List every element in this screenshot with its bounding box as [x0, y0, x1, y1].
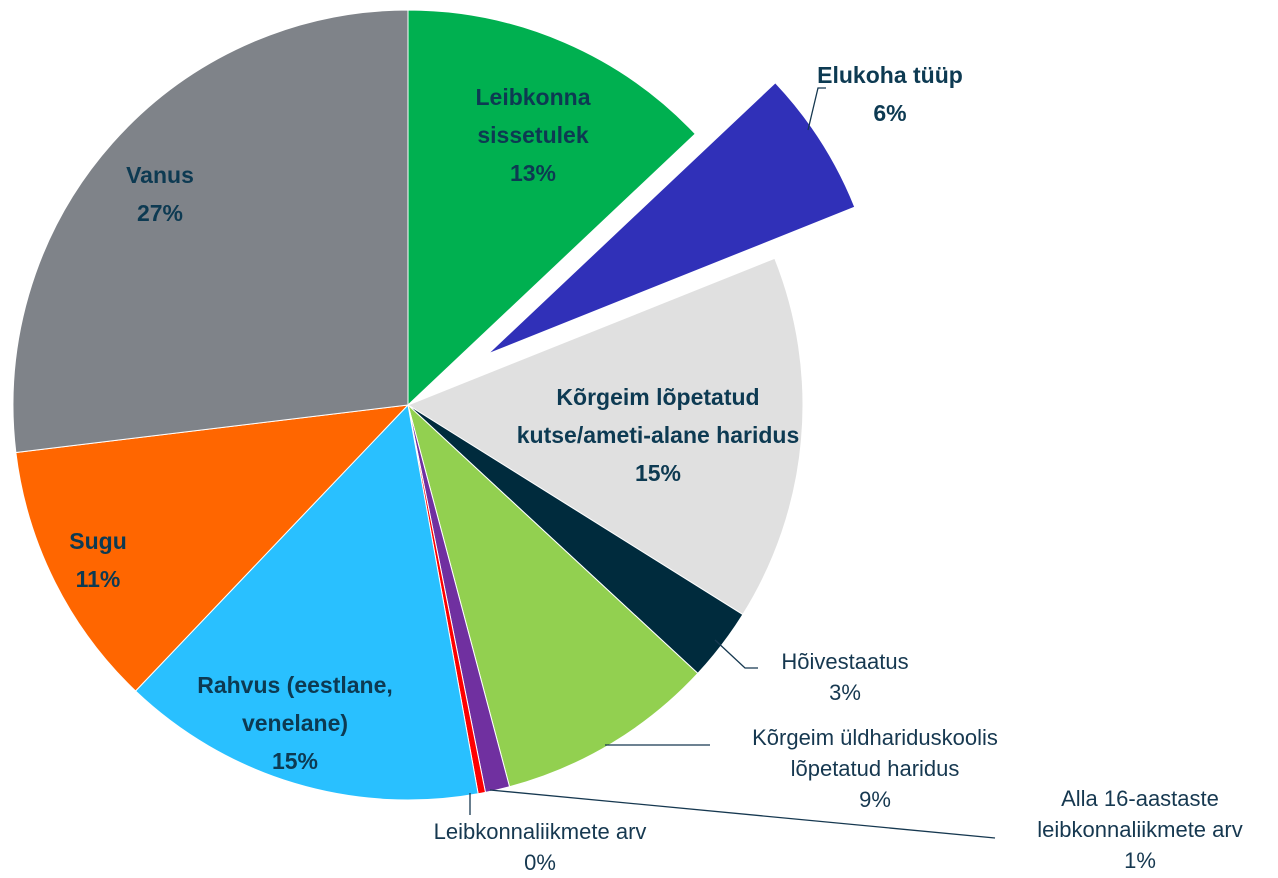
- pie-slice: [406, 257, 804, 616]
- slice-label: Kõrgeim lõpetatud kutse/ameti-alane hari…: [516, 384, 800, 448]
- slice-label: Rahvus (eestlane, venelane): [197, 672, 393, 736]
- slice-value-label: 1%: [1124, 848, 1156, 873]
- slice-label: Elukoha tüüp: [817, 62, 963, 88]
- leader-line: [489, 789, 996, 839]
- leader-line: [807, 87, 826, 131]
- pie-slice: [407, 9, 696, 407]
- slice-value-label: 13%: [509, 160, 557, 186]
- slice-value-label: 27%: [136, 200, 184, 226]
- pie-slice: [407, 403, 699, 788]
- slice-value-label: 3%: [829, 680, 861, 705]
- slice-label: Hõivestaatus: [781, 649, 909, 674]
- slice-label: Leibkonnaliikmete arv: [433, 819, 647, 844]
- pie-slice: [12, 9, 409, 454]
- pie-slice: [487, 82, 856, 355]
- slice-label: Vanus: [126, 162, 194, 188]
- slice-value-label: 0%: [524, 850, 556, 875]
- slice-value-label: 6%: [873, 100, 907, 126]
- leader-line: [714, 639, 758, 669]
- pie-slice: [134, 403, 479, 801]
- slice-value-label: 9%: [859, 787, 891, 812]
- slice-value-label: 11%: [75, 566, 121, 592]
- slice-label: Sugu: [69, 528, 127, 554]
- pie-slice: [15, 404, 410, 692]
- slice-value-label: 15%: [634, 460, 682, 486]
- slice-value-label: 15%: [271, 748, 319, 774]
- slice-label: Leibkonna sissetulek: [475, 84, 591, 148]
- slice-label: Alla 16-aastaste leibkonnaliikmete arv: [1037, 786, 1243, 842]
- slice-label: Kõrgeim üldhariduskoolis lõpetatud harid…: [752, 725, 998, 781]
